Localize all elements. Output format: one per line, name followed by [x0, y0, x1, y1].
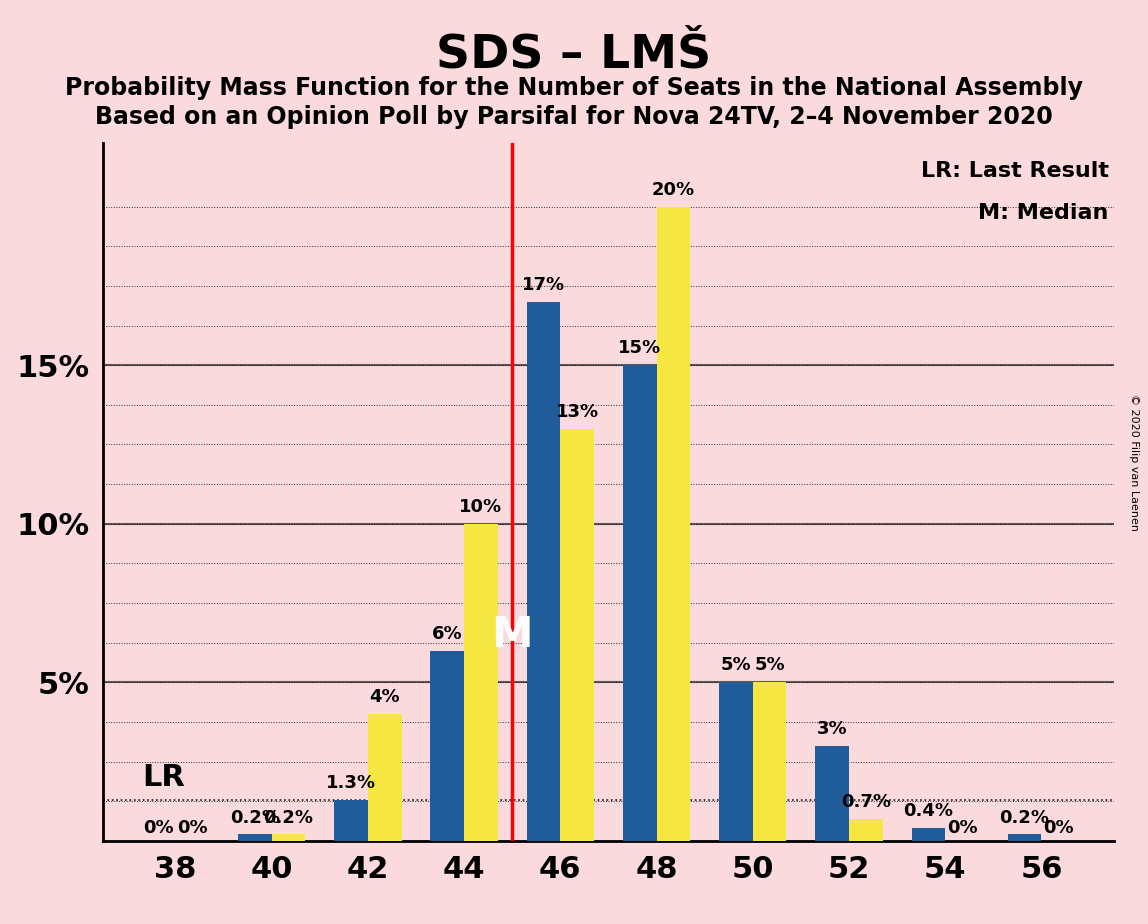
Text: 20%: 20%: [652, 181, 695, 199]
Text: 0.2%: 0.2%: [264, 808, 313, 827]
Bar: [430, 650, 464, 841]
Text: 0%: 0%: [947, 819, 977, 837]
Bar: [1008, 834, 1041, 841]
Text: 0.4%: 0.4%: [903, 802, 953, 821]
Text: LR: LR: [142, 763, 185, 792]
Bar: [334, 799, 367, 841]
Bar: [367, 714, 402, 841]
Text: 0.2%: 0.2%: [230, 808, 280, 827]
Bar: [272, 834, 305, 841]
Text: 6%: 6%: [432, 625, 463, 643]
Bar: [464, 524, 498, 841]
Bar: [719, 682, 753, 841]
Bar: [657, 207, 690, 841]
Text: 15%: 15%: [618, 339, 661, 358]
Bar: [527, 302, 560, 841]
Text: Based on an Opinion Poll by Parsifal for Nova 24TV, 2–4 November 2020: Based on an Opinion Poll by Parsifal for…: [95, 105, 1053, 129]
Text: 0.2%: 0.2%: [1000, 808, 1049, 827]
Text: LR: Last Result: LR: Last Result: [921, 161, 1109, 181]
Text: 0%: 0%: [1042, 819, 1073, 837]
Text: © 2020 Filip van Laenen: © 2020 Filip van Laenen: [1130, 394, 1139, 530]
Text: 13%: 13%: [556, 403, 599, 420]
Text: 0%: 0%: [177, 819, 208, 837]
Bar: [850, 819, 883, 841]
Text: 0.7%: 0.7%: [840, 793, 891, 810]
Text: 5%: 5%: [721, 656, 751, 675]
Text: SDS – LMŠ: SDS – LMŠ: [436, 32, 712, 78]
Text: M: M: [491, 614, 533, 656]
Bar: [912, 828, 945, 841]
Text: 3%: 3%: [817, 720, 847, 737]
Bar: [238, 834, 272, 841]
Bar: [623, 365, 657, 841]
Text: Probability Mass Function for the Number of Seats in the National Assembly: Probability Mass Function for the Number…: [65, 76, 1083, 100]
Bar: [753, 682, 786, 841]
Text: 17%: 17%: [522, 276, 565, 294]
Text: M: Median: M: Median: [978, 202, 1109, 223]
Bar: [815, 746, 850, 841]
Text: 0%: 0%: [144, 819, 174, 837]
Text: 4%: 4%: [370, 688, 400, 706]
Text: 5%: 5%: [754, 656, 785, 675]
Bar: [560, 429, 594, 841]
Text: 1.3%: 1.3%: [326, 773, 377, 792]
Text: 10%: 10%: [459, 498, 503, 516]
